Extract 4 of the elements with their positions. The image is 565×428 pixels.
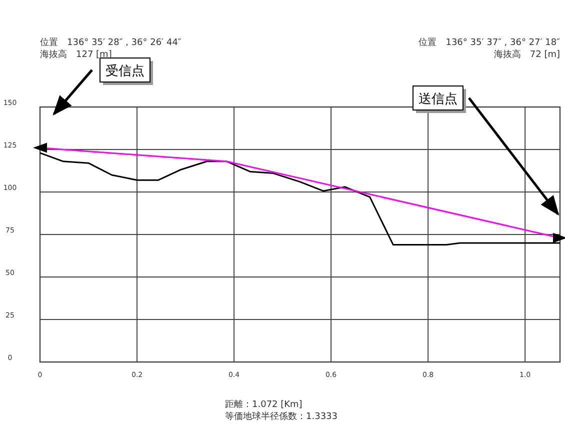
annotation: 送信点: [418, 92, 458, 107]
text: 距離：1.072 [Km] 等価地球半径係数：1.3333: [225, 399, 338, 422]
text: 位置 136° 35′ 37″ , 36° 27′ 18″ 海抜高 72 [m]: [418, 37, 561, 60]
text: 位置 136° 35′ 28″ , 36° 26′ 44″ 海抜高 127 [m]: [40, 37, 182, 60]
